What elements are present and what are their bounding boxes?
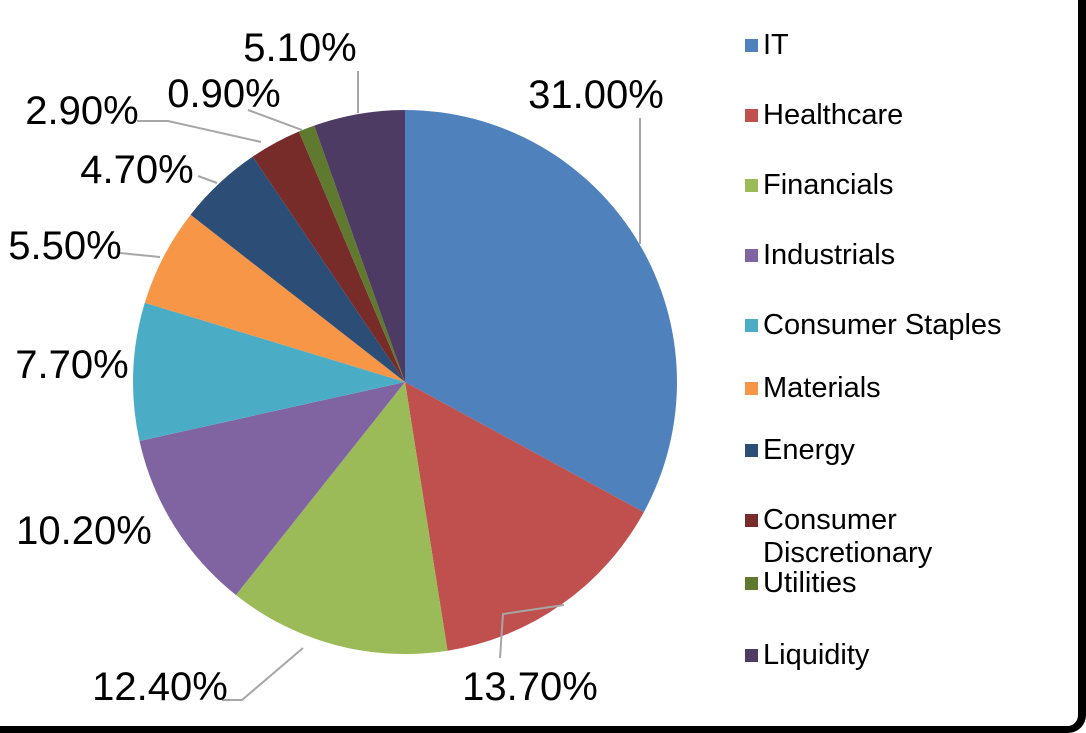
legend-swatch-industrials: [745, 249, 758, 262]
value-label-consumer-discretionary: 2.90%: [25, 89, 138, 133]
pie-slice-it: [405, 110, 677, 513]
legend-swatch-consumer-staples: [745, 319, 758, 332]
legend-label-consumer-discretionary: Consumer Discretionary: [763, 504, 933, 569]
pie-slice-consumer-staples: [133, 302, 405, 441]
pie-slice-industrials: [139, 382, 405, 595]
value-label-industrials: 10.20%: [16, 509, 152, 553]
value-label-healthcare: 13.70%: [462, 665, 598, 709]
legend-swatch-liquidity: [745, 649, 758, 662]
legend-item-utilities: Utilities: [745, 567, 856, 600]
value-label-energy: 4.70%: [80, 148, 193, 192]
legend-item-energy: Energy: [745, 434, 855, 467]
legend-swatch-financials: [745, 179, 758, 192]
value-label-utilities: 0.90%: [167, 72, 280, 116]
legend-swatch-utilities: [745, 577, 758, 590]
legend-item-materials: Materials: [745, 372, 881, 405]
pie-slice-financials: [235, 382, 448, 655]
leader-line-utilities: [247, 109, 303, 131]
leader-line-financials: [222, 647, 304, 701]
legend-label-materials: Materials: [763, 372, 881, 404]
legend-swatch-consumer-discretionary: [745, 514, 758, 527]
legend-item-liquidity: Liquidity: [745, 639, 869, 672]
legend-label-consumer-staples: Consumer Staples: [763, 309, 1002, 341]
leader-line-healthcare: [499, 604, 565, 659]
legend-label-industrials: Industrials: [763, 239, 896, 271]
pie-slice-healthcare: [405, 382, 644, 651]
value-label-consumer-staples: 7.70%: [15, 343, 128, 387]
value-label-materials: 5.50%: [8, 224, 121, 268]
legend-item-it: IT: [745, 29, 789, 62]
legend-item-consumer-discretionary: Consumer Discretionary: [745, 504, 1028, 570]
legend-label-liquidity: Liquidity: [763, 639, 870, 671]
value-label-it: 31.00%: [528, 73, 664, 117]
legend-item-industrials: Industrials: [745, 239, 895, 272]
legend-swatch-materials: [745, 382, 758, 395]
pie-slice-utilities: [298, 125, 405, 382]
value-label-financials: 12.40%: [92, 665, 228, 709]
legend-swatch-healthcare: [745, 109, 758, 122]
pie-slice-energy: [190, 156, 405, 382]
legend-swatch-energy: [745, 444, 758, 457]
legend-label-energy: Energy: [763, 434, 855, 466]
legend-item-consumer-staples: Consumer Staples: [745, 309, 1002, 342]
leader-line-energy: [197, 175, 218, 184]
legend-label-it: IT: [763, 29, 789, 61]
value-label-liquidity: 5.10%: [243, 26, 356, 70]
legend-label-financials: Financials: [763, 169, 894, 201]
leader-line-materials: [119, 252, 161, 258]
legend-label-utilities: Utilities: [763, 567, 857, 599]
pie-slice-liquidity: [314, 110, 405, 382]
legend-label-healthcare: Healthcare: [763, 99, 904, 131]
legend-item-financials: Financials: [745, 169, 894, 202]
pie-slice-materials: [144, 214, 406, 382]
legend-swatch-it: [745, 39, 758, 52]
legend-item-healthcare: Healthcare: [745, 99, 903, 132]
pie-slice-consumer-discretionary: [252, 131, 405, 382]
leader-line-consumer-discretionary: [137, 120, 262, 143]
